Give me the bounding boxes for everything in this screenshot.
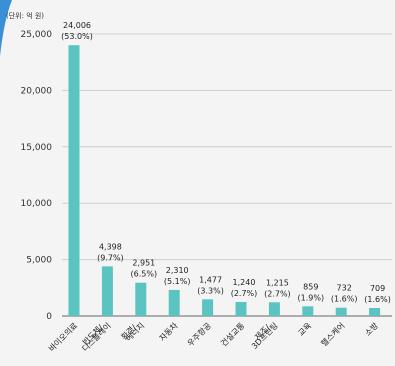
bar-percent-label: (53.0%) <box>61 32 93 41</box>
bar-value-label: 1,215 <box>266 278 289 287</box>
bar-percent-label: (2.7%) <box>231 289 258 298</box>
bar <box>235 302 247 316</box>
bar <box>268 302 280 316</box>
y-tick-label: 25,000 <box>21 30 53 40</box>
y-tick-label: 20,000 <box>21 86 53 96</box>
y-tick-label: 5,000 <box>26 256 52 266</box>
bar <box>101 266 113 316</box>
y-tick-label: 0 <box>46 312 52 322</box>
bar-value-label: 859 <box>303 282 318 291</box>
bar <box>369 308 381 316</box>
bar-percent-label: (2.7%) <box>264 289 291 298</box>
x-tick-label: 바이오의료 <box>46 320 79 353</box>
bar <box>168 289 180 316</box>
bar-value-label: 1,477 <box>199 275 222 284</box>
bars <box>68 45 381 317</box>
bar-value-label: 24,006 <box>63 21 91 30</box>
x-tick-label: 교육 <box>296 321 313 338</box>
bar-percent-label: (3.3%) <box>197 286 224 295</box>
bar-value-label: 2,951 <box>132 259 155 268</box>
y-tick-label: 15,000 <box>21 143 53 153</box>
bar <box>68 45 80 317</box>
corner-accent <box>0 0 12 56</box>
x-tick-label: 건설교통 <box>219 320 247 348</box>
x-tick-label: 소방 <box>363 320 381 338</box>
bar-percent-label: (1.6%) <box>331 295 358 304</box>
bar <box>202 299 214 316</box>
x-tick-label: 자동차 <box>158 321 180 343</box>
x-tick-label: 헬스케어 <box>319 320 347 348</box>
bar-percent-label: (1.6%) <box>364 295 391 304</box>
bar-value-label: 1,240 <box>233 278 256 287</box>
bar-value-label: 709 <box>370 284 385 293</box>
x-axis-labels: 바이오의료 반도체/디스플레이 환경/에너지 자동차 우주항공 건설교통 제조/3D프린팅 교… <box>46 320 380 354</box>
bar-percent-label: (1.9%) <box>298 293 325 302</box>
bar-value-label: 4,398 <box>99 242 122 251</box>
bar <box>335 307 347 316</box>
x-tick-label: 우주항공 <box>186 321 213 348</box>
bar-percent-label: (9.7%) <box>97 253 124 262</box>
y-axis: 0 5,000 10,000 15,000 20,000 25,000 <box>21 30 53 322</box>
bar-value-label: 732 <box>337 284 352 293</box>
bar-percent-label: (6.5%) <box>131 270 158 279</box>
y-tick-label: 10,000 <box>21 199 53 209</box>
value-labels: 24,006 (53.0%) 4,398 (9.7%) 2,951 (6.5%) 2,310… <box>61 21 391 304</box>
bar-value-label: 2,310 <box>166 266 189 275</box>
bar-percent-label: (5.1%) <box>164 277 191 286</box>
bar <box>302 306 314 316</box>
bar <box>135 282 147 316</box>
unit-label: (단위: 억 원) <box>6 11 44 20</box>
